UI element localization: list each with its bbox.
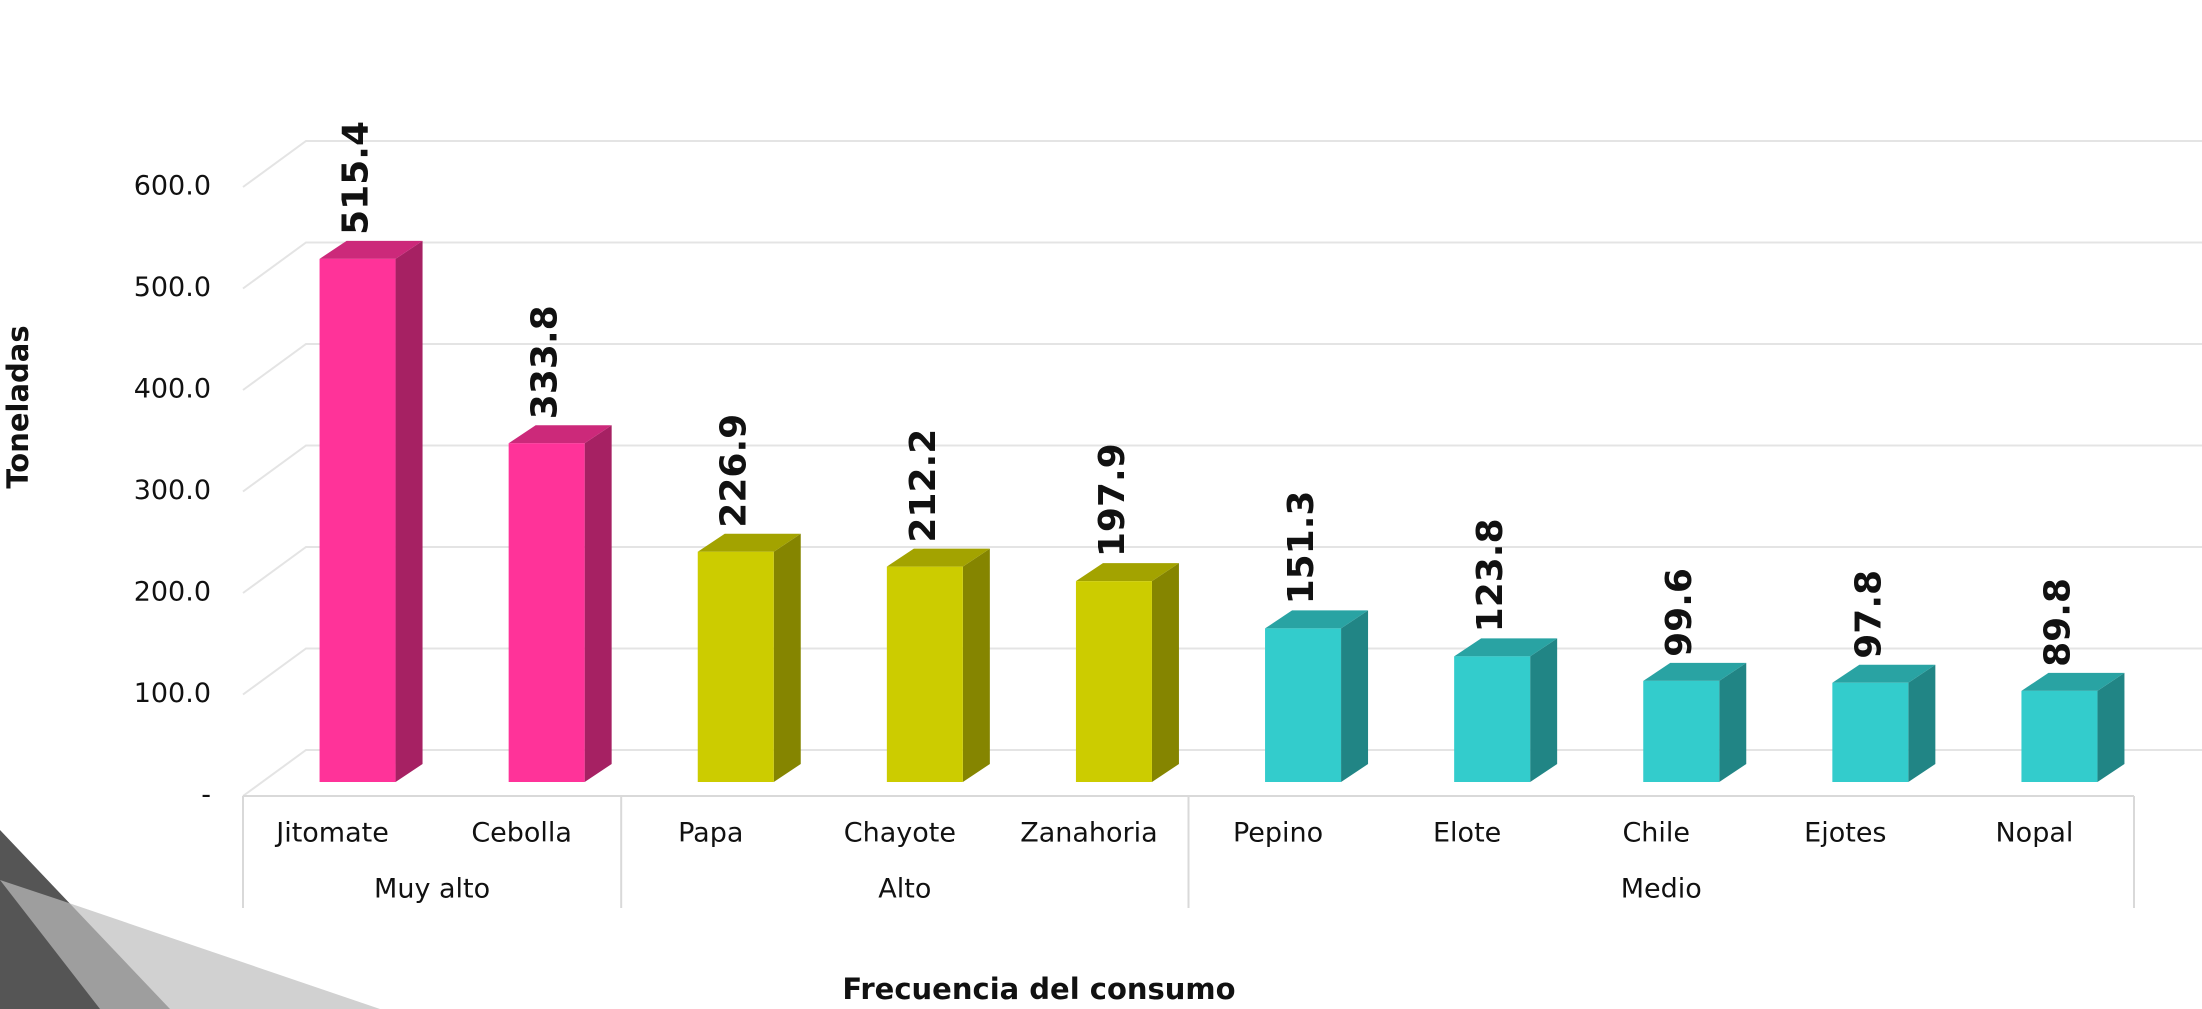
chart: Toneladas Frecuencia del consumo - 100.0 2… [0, 0, 2202, 1009]
bar [1454, 656, 1530, 782]
y-tick-label: 200.0 [134, 577, 211, 608]
bar [1643, 681, 1719, 782]
value-label: 89.8 [2037, 578, 2078, 667]
x-tick-label: Zanahoria [1020, 818, 1157, 849]
y-tick-label: 300.0 [134, 475, 211, 506]
bar [1265, 628, 1341, 782]
y-tick-label: 100.0 [134, 678, 211, 709]
value-label: 515.4 [336, 121, 377, 235]
grid-line [243, 243, 2202, 289]
bar-side [2097, 673, 2124, 782]
x-tick-label: Nopal [1995, 818, 2073, 849]
value-label: 212.2 [903, 429, 944, 543]
bar [320, 259, 396, 782]
x-tick-label: Elote [1433, 818, 1501, 849]
value-label: 97.8 [1848, 570, 1889, 659]
x-tick-label: Cebolla [471, 818, 572, 849]
value-label: 99.6 [1659, 568, 1700, 657]
bar [2021, 691, 2097, 782]
y-axis-title: Toneladas [1, 325, 35, 488]
bar-side [1152, 563, 1179, 782]
x-axis-title: Frecuencia del consumo [842, 972, 1235, 1006]
bar [698, 552, 774, 782]
grid-line [243, 141, 2202, 187]
x-tick-label: Papa [678, 818, 743, 849]
value-label: 151.3 [1281, 491, 1322, 605]
x-tick-label: Ejotes [1804, 818, 1886, 849]
bar-side [585, 425, 612, 782]
bar-side [1719, 663, 1746, 782]
value-label: 197.9 [1092, 443, 1133, 557]
bar-side [963, 549, 990, 782]
x-tick-label: Chayote [844, 818, 956, 849]
bar-side [1530, 638, 1557, 782]
bar [887, 567, 963, 782]
y-tick-label: 400.0 [134, 374, 211, 405]
bar-side [1341, 610, 1368, 782]
y-tick-label: - [201, 780, 211, 811]
y-tick-label: 500.0 [134, 272, 211, 303]
bar [1076, 581, 1152, 782]
x-tick-label: Pepino [1233, 818, 1323, 849]
bar [509, 443, 585, 782]
group-label: Alto [878, 874, 931, 905]
group-label: Muy alto [374, 874, 490, 905]
bar-side [1908, 665, 1935, 782]
value-label: 226.9 [714, 414, 755, 528]
group-label: Medio [1621, 874, 1702, 905]
bar-side [774, 534, 801, 782]
y-tick-label: 600.0 [134, 171, 211, 202]
value-label: 123.8 [1470, 518, 1511, 632]
x-tick-label: Chile [1622, 818, 1690, 849]
bar-side [396, 241, 423, 782]
value-label: 333.8 [525, 305, 566, 419]
x-tick-label: Jitomate [274, 818, 389, 849]
bar [1832, 683, 1908, 782]
